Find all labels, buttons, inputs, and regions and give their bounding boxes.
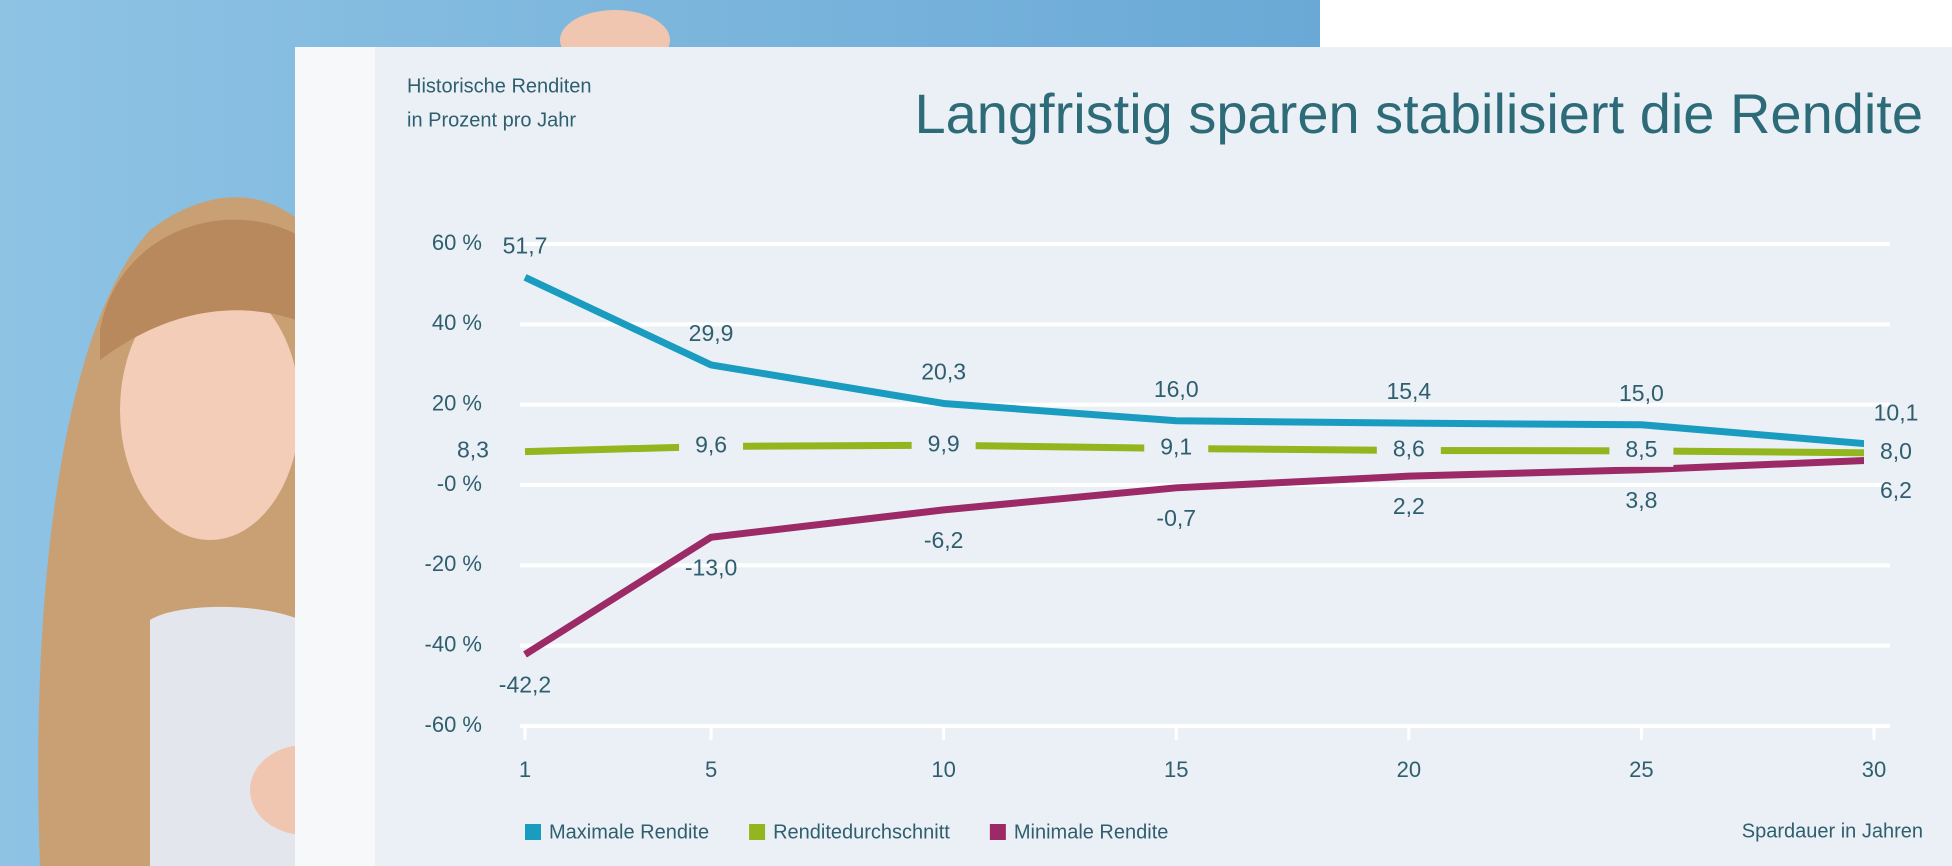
label-background [1609,434,1674,467]
x-tick-label: 25 [1629,757,1653,782]
y-axis-label: in Prozent pro Jahr [407,109,576,131]
data-label: 15,0 [1619,380,1664,406]
panel-edge [295,47,375,866]
x-tick-label: 5 [705,757,717,782]
x-tick-label: 10 [931,757,955,782]
data-label: 2,2 [1393,493,1425,519]
y-tick-label: -20 % [425,551,482,576]
line-2 [523,456,1875,658]
data-label: 3,8 [1625,487,1657,513]
data-label: 6,2 [1880,477,1912,503]
y-tick-label: -40 % [425,631,482,656]
x-tick-label: 1 [519,757,531,782]
y-tick-label: 40 % [432,310,482,335]
legend-label: Minimale Rendite [1014,821,1169,843]
data-label: -6,2 [924,527,964,553]
y-axis-label: Historische Renditen [407,75,592,97]
y-tick-label: 60 % [432,230,482,255]
x-tick-label: 30 [1862,757,1886,782]
data-label: 8,6 [1393,436,1425,462]
label-background [1376,434,1441,467]
data-label: 29,9 [689,320,734,346]
data-label: 9,9 [928,430,960,456]
legend-swatch [989,824,1006,840]
y-tick-label: -60 % [425,712,482,737]
x-tick-label: 20 [1397,757,1421,782]
chart-title: Langfristig sparen stabilisiert die Rend… [914,82,1923,145]
line-0 [523,274,1875,448]
data-label: 9,1 [1160,434,1192,460]
data-label: 8,3 [457,437,489,463]
label-background [441,435,505,468]
legend-label: Renditedurchschnitt [773,821,950,843]
label-background [911,429,976,462]
label-background [1864,436,1928,469]
data-label: 15,4 [1386,378,1431,404]
label-background [1144,432,1209,465]
data-label: -42,2 [499,672,551,698]
data-label: -13,0 [685,554,737,580]
data-label: 8,0 [1880,438,1912,464]
chart-panel [295,47,1952,866]
data-label: 16,0 [1154,376,1199,402]
data-label: 20,3 [921,359,966,385]
label-background [679,430,744,463]
data-label: 51,7 [503,232,548,258]
legend-swatch [525,824,541,840]
legend-label: Maximale Rendite [549,821,709,843]
data-label: -0,7 [1156,505,1196,531]
data-label: 10,1 [1874,400,1919,426]
x-axis-label: Spardauer in Jahren [1742,820,1923,842]
x-tick-label: 15 [1164,757,1188,782]
data-label: 9,6 [695,432,727,458]
y-tick-label: -0 % [437,471,482,496]
legend-swatch [749,824,766,840]
y-tick-label: 20 % [432,390,482,415]
data-label: 8,5 [1625,436,1657,462]
